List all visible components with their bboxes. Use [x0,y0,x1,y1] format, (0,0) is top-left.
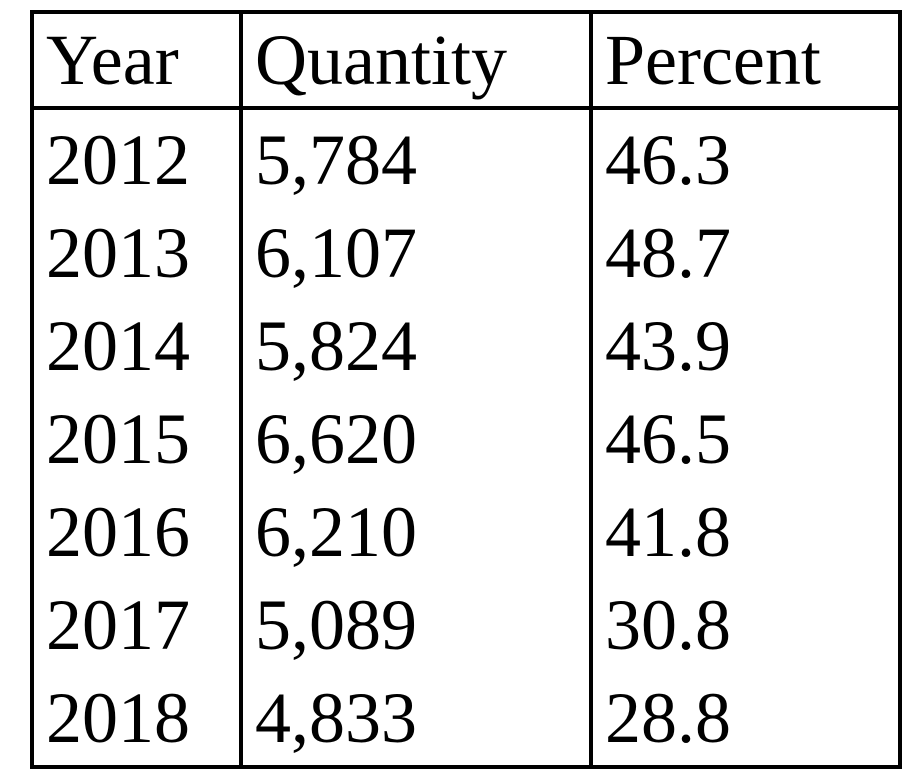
column-header-year: Year [32,12,241,110]
year-cell: 2012 [46,120,190,200]
percent-cell: 46.5 [589,393,900,486]
percent-cell: 46.3 [589,108,900,207]
column-header-percent: Percent [589,12,900,110]
year-cell: 2015 [46,399,190,479]
percent-cell: 41.8 [589,486,900,579]
table-row: 2015 6,620 46.5 [32,393,900,486]
table-row: 2017 5,089 30.8 [32,579,900,672]
quantity-cell: 6,107 [239,207,591,300]
quantity-cell: 6,620 [239,393,591,486]
table-header-row: Year Quantity Percent [32,12,900,110]
percent-cell: 48.7 [589,207,900,300]
table-row: 2013 6,107 48.7 [32,207,900,300]
year-cell: 2014 [46,306,190,386]
quantity-cell: 6,210 [239,486,591,579]
year-cell: 2018 [46,678,190,758]
table-row: 2014 5,824 43.9 [32,300,900,393]
year-cell: 2016 [46,492,190,572]
percent-cell: 28.8 [589,672,900,767]
year-cell: 2013 [46,213,190,293]
data-table-container: Year Quantity Percent 2012 5,784 46.3 20… [30,10,902,769]
data-table: Year Quantity Percent 2012 5,784 46.3 20… [30,10,902,769]
table-row: 2016 6,210 41.8 [32,486,900,579]
percent-cell: 30.8 [589,579,900,672]
column-header-quantity: Quantity [239,12,591,110]
table-row: 2012 5,784 46.3 [32,108,900,207]
percent-cell: 43.9 [589,300,900,393]
quantity-cell: 5,824 [239,300,591,393]
year-cell: 2017 [46,585,190,665]
table-row: 2018 4,833 28.8 [32,672,900,767]
quantity-cell: 5,784 [239,108,591,207]
quantity-cell: 4,833 [239,672,591,767]
quantity-cell: 5,089 [239,579,591,672]
